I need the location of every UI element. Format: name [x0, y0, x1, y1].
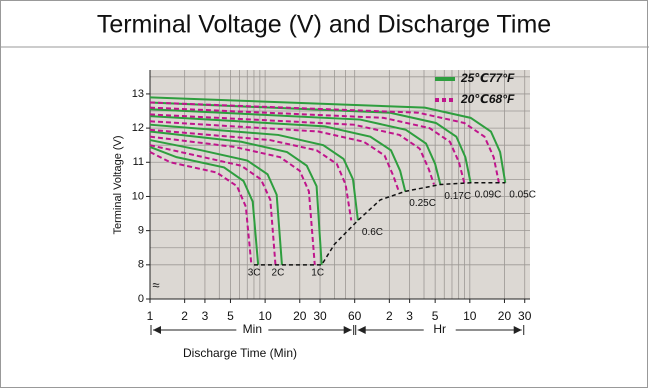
- curve-label: 0.05C: [509, 189, 536, 200]
- chart-title: Terminal Voltage (V) and Discharge Time: [97, 11, 551, 39]
- x-tick-label: 10: [258, 309, 272, 323]
- x-tick-label: 20: [498, 309, 512, 323]
- curve-label: 0.25C: [409, 198, 436, 209]
- x-tick-label: 2: [181, 309, 188, 323]
- curve: [149, 123, 359, 221]
- curve: [149, 115, 407, 192]
- curve-label: 3C: [248, 267, 261, 278]
- x-tick-label: 30: [313, 309, 327, 323]
- x-tick-label: 3: [406, 309, 413, 323]
- x-tick-label: 5: [227, 309, 234, 323]
- arrow-head: [513, 326, 522, 334]
- x-tick-label: 5: [432, 309, 439, 323]
- y-axis-label: Terminal Voltage (V): [112, 135, 124, 234]
- y-tick-label: 0: [138, 293, 144, 305]
- x-unit-label: Hr: [433, 322, 446, 336]
- x-tick-label: 3: [202, 309, 209, 323]
- y-tick-label: 12: [132, 122, 144, 134]
- curve-label: 0.09C: [475, 189, 502, 200]
- curve: [149, 106, 466, 184]
- curve-label: 0.6C: [362, 227, 383, 238]
- x-tick-label: 1: [147, 309, 154, 323]
- y-tick-label: 11: [133, 156, 144, 168]
- curve-label: 1C: [311, 267, 324, 278]
- y-tick-label: 8: [138, 259, 144, 271]
- x-tick-label: 20: [293, 309, 307, 323]
- x-tick-label: 30: [518, 309, 532, 323]
- end-voltage-line: [253, 182, 506, 266]
- curve: [149, 128, 353, 221]
- curve: [149, 144, 277, 265]
- curve-label: 2C: [272, 267, 285, 278]
- x-axis-label: Discharge Time (Min): [183, 346, 297, 360]
- legend-label: 25℃77°F: [460, 71, 515, 85]
- curve-label: 0.17C: [444, 191, 471, 202]
- curve: [149, 120, 400, 192]
- arrow-head: [343, 326, 352, 334]
- curve: [149, 145, 260, 265]
- x-tick-label: 10: [463, 309, 477, 323]
- arrow-head: [153, 326, 161, 334]
- y-tick-label: 9: [138, 225, 144, 237]
- curve: [149, 113, 435, 185]
- y-tick-label: 13: [132, 88, 144, 100]
- curve: [149, 96, 507, 183]
- axis-break: ≈: [152, 277, 159, 292]
- x-tick-label: 60: [348, 309, 362, 323]
- curve: [149, 108, 442, 185]
- arrow-head: [357, 326, 366, 334]
- curve: [149, 151, 253, 265]
- plot-area: [150, 70, 530, 299]
- y-tick-label: 10: [132, 190, 144, 202]
- legend-label: 20℃68°F: [460, 92, 515, 106]
- x-tick-label: 2: [386, 309, 393, 323]
- x-unit-label: Min: [243, 322, 262, 336]
- curve: [149, 139, 283, 265]
- curve: [149, 130, 323, 265]
